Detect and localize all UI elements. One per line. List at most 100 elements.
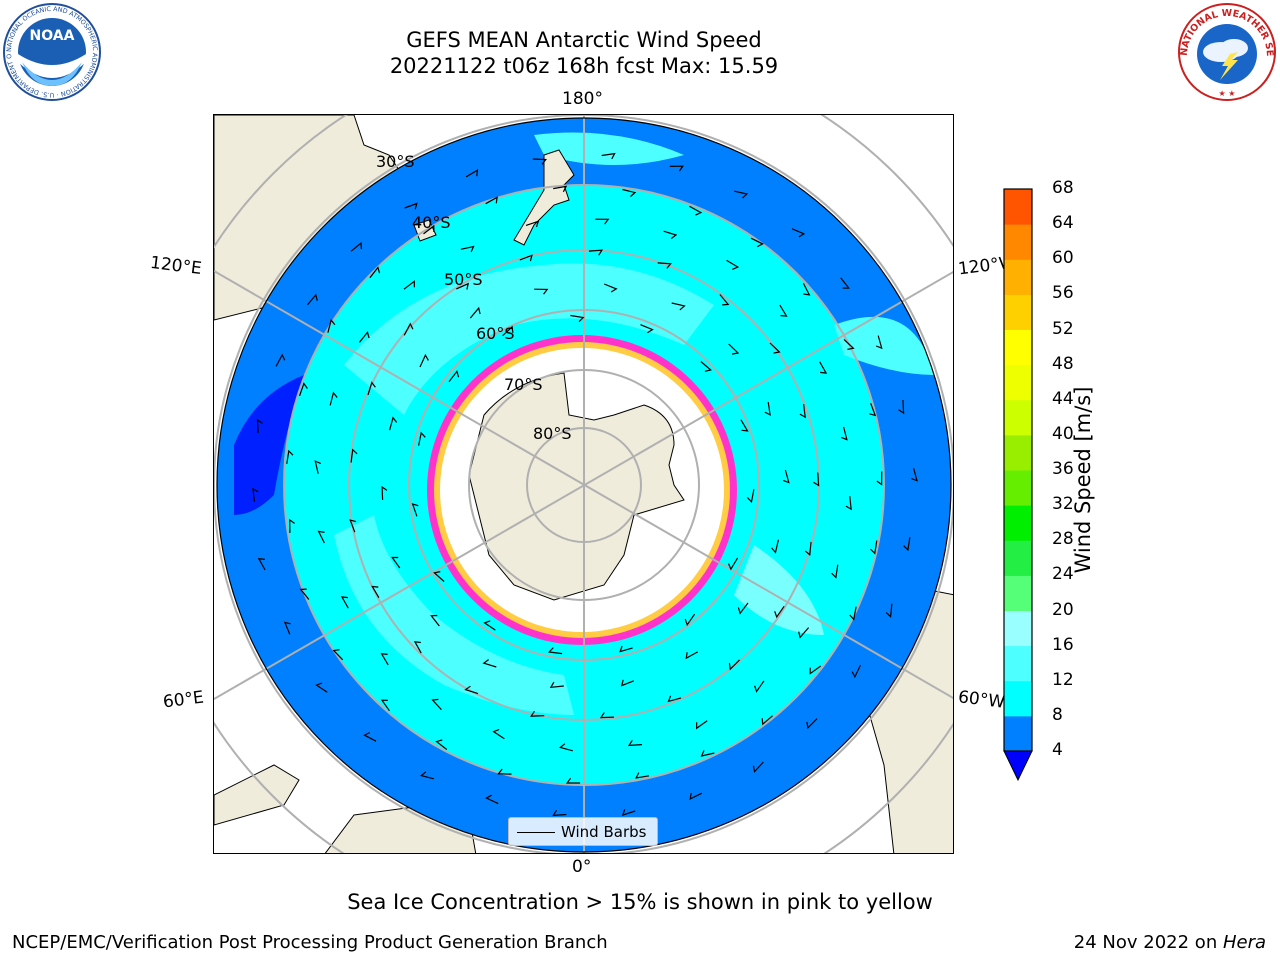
wind-barb — [841, 426, 848, 441]
wind-barb — [418, 431, 426, 446]
wind-barb — [875, 335, 883, 350]
wind-barb — [911, 468, 918, 482]
colorbar-tick-label: 8 — [1052, 704, 1063, 725]
wind-barb — [843, 338, 855, 350]
colorbar-segment — [1004, 224, 1032, 260]
colorbar-tick-label: 68 — [1052, 178, 1074, 198]
wind-barb — [599, 712, 615, 719]
wind-barb — [430, 614, 440, 627]
wind-barb — [469, 306, 481, 319]
colorbar-tick-label: 4 — [1052, 740, 1063, 760]
footer-host: Hera — [1222, 932, 1266, 953]
wind-barb — [819, 361, 828, 374]
wind-barb — [371, 585, 380, 599]
wind-barb — [791, 228, 806, 238]
wind-barb — [635, 772, 650, 779]
wind-barb — [809, 665, 822, 675]
wind-barb — [689, 792, 703, 800]
wind-barb — [534, 288, 549, 295]
colorbar-label: Wind Speed [m/s] — [1071, 386, 1095, 574]
colorbar-segment — [1004, 364, 1032, 401]
wind-barb — [620, 679, 635, 687]
wind-barb — [525, 220, 540, 228]
wind-barb — [798, 627, 810, 639]
wind-barb — [485, 794, 499, 805]
wind-barb — [448, 370, 460, 383]
wind-barb — [367, 381, 376, 396]
wind-barb — [547, 647, 563, 655]
wind-barb — [257, 557, 266, 571]
colorbar-segment — [1004, 610, 1032, 647]
colorbar-segment — [1004, 645, 1032, 682]
wind-barb — [307, 293, 318, 306]
wind-barb — [689, 205, 703, 216]
wind-barb — [559, 743, 573, 752]
wind-barb — [684, 613, 696, 627]
colorbar-tick-label: 28 — [1052, 529, 1074, 550]
wind-barb — [640, 324, 654, 334]
wind-barb — [552, 809, 567, 817]
noaa-text: NOAA — [30, 28, 75, 44]
graticule — [214, 115, 953, 853]
wind-barb — [719, 294, 730, 306]
colorbar-segments — [1004, 189, 1032, 752]
wind-barb — [482, 659, 497, 668]
wind-barb — [485, 196, 498, 205]
wind-barb — [750, 237, 764, 248]
wind-barb — [903, 537, 911, 552]
wind-barb — [840, 277, 850, 289]
footer-date-text: 24 Nov 2022 on — [1073, 932, 1223, 953]
colorbar-tick-label: 12 — [1052, 669, 1074, 690]
wind-barb — [299, 382, 308, 396]
wind-barb — [565, 777, 581, 784]
wind-barb — [381, 485, 388, 501]
wind-barb — [831, 564, 839, 579]
wind-barb — [275, 353, 286, 367]
footer-date: 24 Nov 2022 on Hera — [1074, 932, 1266, 953]
colorbar-tick-label: 32 — [1052, 494, 1074, 515]
colorbar-under-arrow — [1003, 750, 1033, 782]
land-madagascar — [214, 764, 300, 826]
wind-barb — [621, 809, 636, 817]
wind-barb — [350, 241, 362, 252]
wind-barb — [433, 571, 445, 582]
wind-barb — [700, 361, 712, 372]
wind-barb — [851, 664, 862, 679]
wind-barb — [350, 448, 358, 463]
wind-barb — [771, 539, 779, 554]
map-panel — [213, 114, 954, 854]
wind-barb — [419, 353, 429, 368]
wind-barb — [403, 280, 415, 290]
wind-barb — [492, 728, 505, 740]
colorbar-tick-label: 36 — [1052, 459, 1074, 479]
colorbar-tick-label: 64 — [1052, 213, 1074, 234]
lat-label-70s: 70°S — [504, 375, 543, 394]
wind-barb — [413, 641, 422, 654]
colorbar-segment — [1004, 470, 1032, 506]
colorbar-segment — [1004, 540, 1032, 576]
wind-barb — [380, 699, 390, 712]
wind-barb — [332, 649, 344, 661]
wind-barb — [411, 503, 419, 517]
wind-barb — [391, 556, 401, 569]
colorbar-tick-label: 60 — [1052, 248, 1074, 269]
wind-barb — [740, 419, 749, 432]
wind-barb — [497, 768, 512, 775]
wind-barb — [519, 254, 533, 262]
wind-barb — [252, 487, 259, 502]
wind-barb — [460, 245, 475, 253]
wind-barb — [423, 224, 435, 235]
wind-barb — [849, 606, 857, 621]
wind-barb — [403, 322, 414, 336]
wind-barb — [700, 750, 715, 757]
wind-barb — [728, 343, 740, 355]
colorbar-tick-label: 48 — [1052, 353, 1074, 374]
colorbar-tick-label: 24 — [1052, 564, 1074, 585]
colorbar-tick-label: 20 — [1052, 599, 1074, 620]
wind-barb — [876, 471, 883, 486]
wind-barb — [774, 605, 785, 619]
colorbar-segment — [1004, 259, 1032, 295]
wind-barb — [779, 304, 788, 317]
chart-title: GEFS MEAN Antarctic Wind Speed — [406, 28, 762, 52]
wind-barb — [663, 230, 678, 240]
